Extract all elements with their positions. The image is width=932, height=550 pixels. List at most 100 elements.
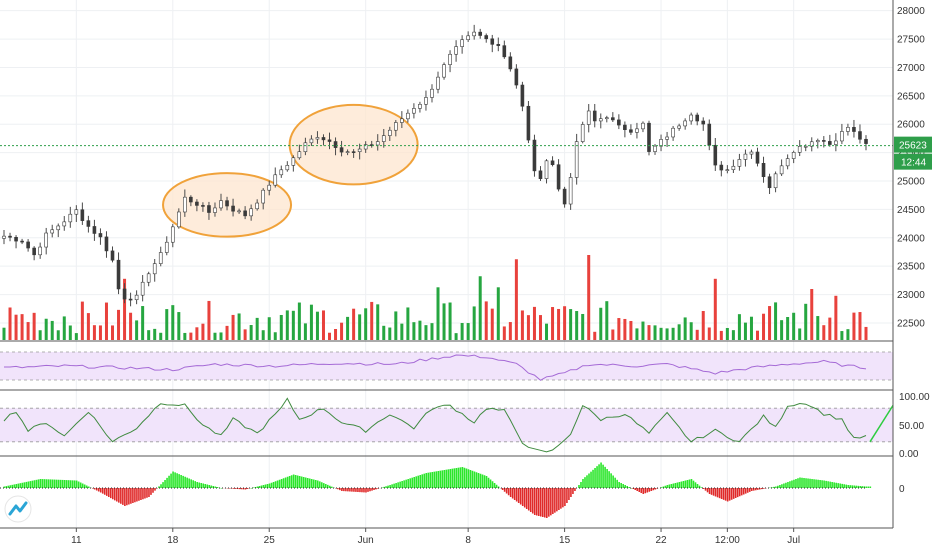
- candle-body: [496, 44, 501, 46]
- macd-bar: [47, 479, 50, 488]
- macd-bar: [825, 480, 827, 488]
- candle-body: [152, 263, 157, 275]
- candle-body: [50, 229, 55, 234]
- macd-bar: [736, 488, 739, 498]
- volume-bar: [297, 302, 301, 340]
- macd-bar: [726, 488, 729, 502]
- tradingview-logo[interactable]: [4, 495, 32, 523]
- macd-bar: [268, 483, 271, 488]
- date-axis[interactable]: 11 18 25 Jun 8 15 22 12:00 Jul: [71, 528, 800, 546]
- macd-bar: [365, 488, 367, 493]
- date-tick-label: 12:00: [715, 535, 740, 546]
- macd-bar: [429, 472, 432, 488]
- price-tick-label: 25000: [897, 177, 925, 188]
- volume-bar: [599, 307, 603, 340]
- macd-bar: [57, 479, 60, 488]
- macd-bar: [184, 476, 186, 488]
- candle-body: [478, 31, 483, 36]
- volume-bar: [780, 320, 784, 340]
- macd-bar: [154, 488, 156, 491]
- volume-bar: [56, 330, 60, 340]
- volume-bar: [364, 308, 368, 340]
- macd-bar: [391, 484, 393, 488]
- price-axis[interactable]: 28000 27500 27000 26500 26000 25500 25000 24500…: [892, 0, 932, 528]
- macd-bar: [843, 484, 845, 488]
- macd-bar: [449, 469, 452, 488]
- macd-bar: [483, 475, 486, 488]
- candle-body: [466, 35, 470, 41]
- macd-bar: [77, 481, 80, 488]
- candle-body: [556, 164, 561, 190]
- macd-bar: [31, 480, 34, 488]
- candle-body: [550, 160, 555, 165]
- macd-bar: [196, 482, 198, 488]
- macd-bar: [529, 488, 532, 512]
- macd-bar: [101, 488, 104, 494]
- stoch-tick-label: 0.00: [899, 449, 919, 460]
- macd-bar: [95, 488, 98, 491]
- macd-bar: [284, 477, 287, 488]
- candle-body: [779, 165, 784, 175]
- macd-bar: [441, 470, 444, 488]
- volume-bar: [454, 333, 458, 340]
- macd-bar: [306, 478, 309, 488]
- current-price-label-bg: [894, 136, 932, 153]
- candle-body: [387, 129, 392, 136]
- candle-body: [339, 147, 344, 153]
- macd-bar: [634, 488, 637, 490]
- candle-body: [749, 151, 754, 155]
- volume-bar: [44, 318, 48, 340]
- stoch-tick-label: 100.00: [899, 392, 930, 403]
- candle-body: [755, 151, 760, 164]
- volume-bar: [768, 306, 772, 340]
- volume-bar: [2, 327, 6, 340]
- macd-bar: [728, 488, 731, 501]
- macd-bar: [118, 488, 120, 503]
- macd-bar: [353, 488, 355, 492]
- macd-bar: [714, 488, 717, 497]
- macd-bar: [724, 488, 727, 501]
- candle-body: [207, 205, 211, 213]
- macd-bar: [590, 471, 592, 488]
- candle-body: [635, 128, 639, 133]
- volume-bar: [14, 314, 18, 340]
- macd-bar: [411, 477, 413, 488]
- volume-bar: [725, 327, 729, 340]
- candle-body: [840, 131, 844, 142]
- candle-body: [164, 241, 169, 253]
- candle-body: [424, 97, 428, 105]
- volume-bar: [665, 328, 669, 340]
- macd-bar: [849, 485, 852, 488]
- macd-bar: [347, 488, 349, 492]
- candle-body: [785, 158, 790, 167]
- macd-bar: [616, 479, 618, 488]
- macd-bar: [409, 478, 411, 488]
- volume-bar: [490, 308, 494, 340]
- candle-body: [677, 125, 681, 129]
- candle-body: [267, 184, 272, 191]
- candle-body: [321, 137, 326, 141]
- macd-bar: [708, 488, 711, 494]
- price-tick-label: 22500: [897, 318, 925, 329]
- volume-bar: [418, 320, 422, 340]
- volume-bar: [508, 322, 512, 340]
- volume-bar: [575, 311, 579, 340]
- candle-body: [177, 211, 181, 228]
- price-tick-label: 28000: [897, 6, 925, 17]
- volume-bar: [569, 309, 573, 340]
- volume-bar: [243, 329, 247, 340]
- macd-bar: [431, 472, 434, 488]
- price-tick-label: 25500: [897, 148, 925, 159]
- candle-body: [369, 144, 374, 146]
- volume-bar: [412, 322, 416, 340]
- date-tick-label: 25: [264, 535, 276, 546]
- macd-bar: [628, 487, 630, 488]
- volume-bar: [713, 278, 717, 340]
- macd-bar: [397, 482, 399, 488]
- macd-bar: [413, 477, 416, 488]
- volume-bar: [852, 312, 856, 340]
- macd-bar: [853, 485, 856, 488]
- candle-body: [430, 88, 434, 98]
- macd-bar: [138, 488, 140, 501]
- macd-bar: [684, 480, 687, 488]
